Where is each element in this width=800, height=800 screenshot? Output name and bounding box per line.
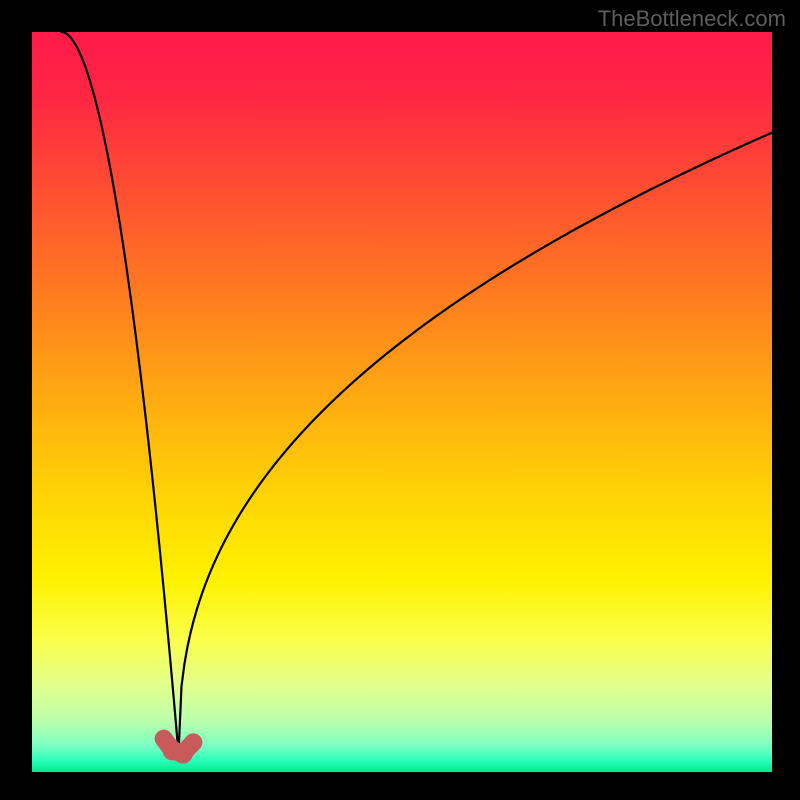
plot-area — [32, 32, 772, 772]
chart-frame: TheBottleneck.com — [0, 0, 800, 800]
bottleneck-curve-chart — [32, 32, 772, 772]
watermark-text: TheBottleneck.com — [598, 6, 786, 32]
cluster-marker — [184, 733, 202, 751]
